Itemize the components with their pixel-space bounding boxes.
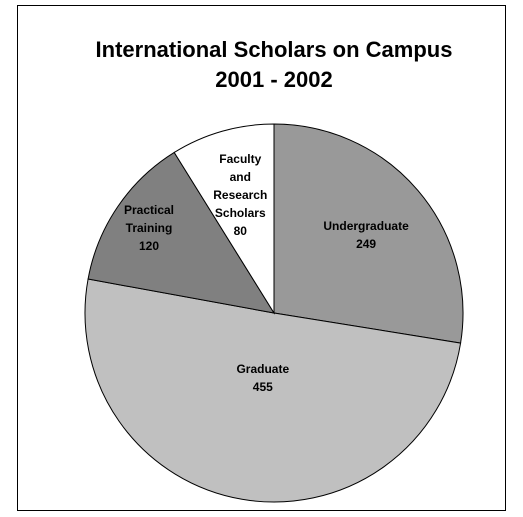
slice-label: Undergraduate 249 bbox=[316, 217, 416, 253]
slice-value: 80 bbox=[233, 223, 247, 238]
pie-slice bbox=[173, 123, 275, 315]
chart-subtitle: 2001 - 2002 bbox=[215, 67, 332, 92]
chart-title: International Scholars on Campus bbox=[96, 37, 453, 62]
slice-value: 249 bbox=[356, 236, 377, 251]
slice-category: Faculty and Research Scholars bbox=[213, 151, 268, 220]
slice-category: Practical Training bbox=[123, 202, 175, 235]
slice-value: 120 bbox=[139, 238, 160, 253]
slice-category: Graduate bbox=[236, 362, 290, 377]
slice-label: Graduate 455 bbox=[223, 360, 303, 396]
pie-slice bbox=[87, 151, 276, 314]
pie-slice bbox=[84, 278, 462, 503]
slice-value: 455 bbox=[252, 380, 273, 395]
slice-label: Faculty and Research Scholars 80 bbox=[209, 150, 271, 240]
slice-category: Undergraduate bbox=[323, 218, 409, 233]
pie-slice bbox=[273, 123, 464, 344]
slice-label: Practical Training 120 bbox=[119, 201, 179, 255]
